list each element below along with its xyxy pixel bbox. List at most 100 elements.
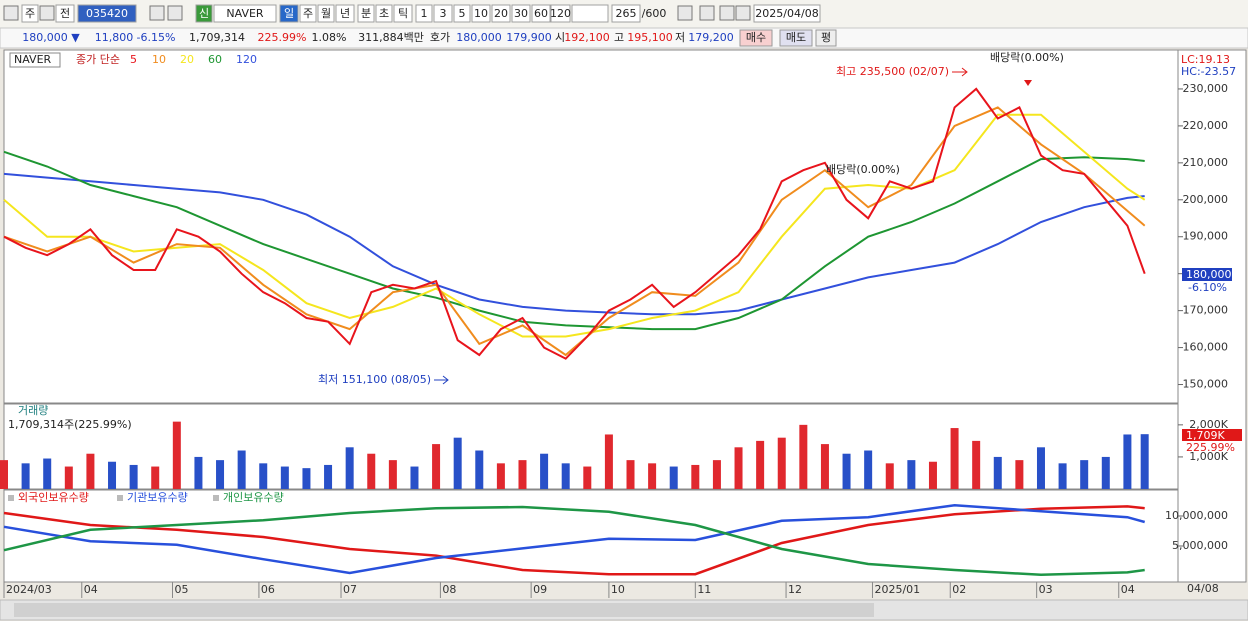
toolbar-button[interactable]: [77, 4, 137, 23]
scroll-thumb[interactable]: [14, 603, 874, 617]
legend-entry: 20: [180, 53, 194, 66]
x-tick-label: 11: [697, 583, 711, 596]
order-button[interactable]: [739, 29, 773, 47]
toolbar-button[interactable]: [611, 4, 641, 23]
volume-bar: [1140, 434, 1149, 489]
legend-entry: 개인보유수량: [223, 491, 284, 504]
toolbar-button[interactable]: [511, 4, 531, 23]
toolbar-button[interactable]: [753, 4, 821, 23]
order-button[interactable]: [779, 29, 813, 47]
toolbar-label: 120: [550, 7, 571, 20]
toolbar-button[interactable]: [453, 4, 471, 23]
volume-bar: [712, 460, 721, 489]
toolbar-button[interactable]: [531, 4, 551, 23]
toolbar-button[interactable]: [415, 4, 433, 23]
toolbar-icon[interactable]: [677, 5, 693, 21]
y-tick-label: 200,000: [1183, 193, 1229, 206]
legend-entry: 외국인보유수량: [18, 491, 89, 504]
holdings-pane: [3, 489, 1179, 583]
toolbar-label: 주: [303, 7, 313, 20]
x-tick-label: 09: [533, 583, 547, 596]
volume-bar: [367, 453, 376, 489]
pane-title: 거래량: [18, 404, 48, 417]
toolbar-button[interactable]: [21, 4, 39, 23]
toolbar-button[interactable]: [433, 4, 453, 23]
volume-bar: [691, 464, 700, 489]
toolbar-button[interactable]: [471, 4, 491, 23]
volume-bar: [626, 460, 635, 489]
toolbar-icon[interactable]: [149, 5, 165, 21]
y-tick-label: 150,000: [1183, 378, 1229, 391]
quote-field: 1.08%: [312, 31, 347, 44]
y-tick-label: 210,000: [1183, 156, 1229, 169]
volume-bar: [410, 466, 419, 489]
symbol-box: [9, 52, 61, 68]
volume-bar: [21, 463, 30, 489]
annotation: 최저 151,100 (08/05): [318, 373, 431, 386]
toolbar-label: 년: [340, 7, 350, 20]
toolbar-label: 주: [25, 7, 35, 20]
volume-bar: [1058, 463, 1067, 489]
toolbar-button[interactable]: [550, 4, 571, 23]
toolbar-button[interactable]: [317, 4, 335, 23]
toolbar-icon[interactable]: [719, 5, 735, 21]
series-line: [3, 150, 1145, 331]
volume-bar: [583, 466, 592, 489]
volume-bar: [993, 456, 1002, 489]
x-tick-label: 04: [84, 583, 98, 596]
x-tick-label: 2024/03: [6, 583, 52, 596]
toolbar-button[interactable]: [55, 4, 75, 23]
series-line: [3, 505, 1145, 576]
toolbar-button[interactable]: [195, 4, 213, 23]
toolbar-button[interactable]: [279, 4, 299, 23]
y-tick-label: 1,000K: [1189, 450, 1228, 463]
volume-bar: [1101, 456, 1110, 489]
volume-bar: [496, 463, 505, 489]
toolbar-icon[interactable]: [735, 5, 751, 21]
volume-bar: [64, 466, 73, 489]
toolbar-icon[interactable]: [39, 5, 55, 21]
volume-bar: [561, 463, 570, 489]
toolbar-button[interactable]: [393, 4, 413, 23]
toolbar-icon[interactable]: [167, 5, 183, 21]
x-tick-label: 02: [952, 583, 966, 596]
arrow: [952, 67, 968, 77]
quote-field: 225.99%: [258, 31, 307, 44]
toolbar-button[interactable]: [375, 4, 393, 23]
quote-field: 179,200: [688, 31, 734, 44]
volume-bar: [453, 437, 462, 489]
volume-bar: [950, 428, 959, 489]
symbol: NAVER: [14, 53, 52, 66]
volume-bar: [432, 444, 441, 489]
legend-entry: 10: [152, 53, 166, 66]
quote-field: 192,100: [564, 31, 610, 44]
legend-swatch: [213, 495, 219, 501]
volume-bar: [907, 460, 916, 489]
toolbar-button[interactable]: [491, 4, 511, 23]
toolbar-button[interactable]: [335, 4, 355, 23]
volume-bar: [86, 453, 95, 489]
toolbar-button[interactable]: [299, 4, 317, 23]
volume-bar: [648, 463, 657, 489]
volume-bar: [540, 453, 549, 489]
x-tick-label: 2025/01: [874, 583, 920, 596]
volume-bar: [799, 424, 808, 489]
annotation: 배당락(0.00%): [826, 163, 900, 176]
price-pane: [3, 49, 1179, 404]
legend-swatch: [8, 495, 14, 501]
toolbar-button[interactable]: [357, 4, 375, 23]
toolbar-label: 1: [421, 7, 428, 20]
volume-bar: [388, 460, 397, 489]
volume-bar: [151, 466, 160, 489]
quote-field: 311,884백만: [358, 31, 424, 44]
volume-bar: [345, 447, 354, 489]
dropdown[interactable]: [571, 4, 609, 23]
toolbar-icon[interactable]: [699, 5, 715, 21]
toolbar-icon[interactable]: [3, 5, 19, 21]
volume-bar: [885, 463, 894, 489]
toolbar-button[interactable]: [213, 4, 277, 23]
series-line: [3, 505, 1145, 577]
order-button[interactable]: [815, 29, 837, 47]
quote-field: 호가: [430, 31, 450, 44]
right-axis: [1177, 49, 1247, 583]
